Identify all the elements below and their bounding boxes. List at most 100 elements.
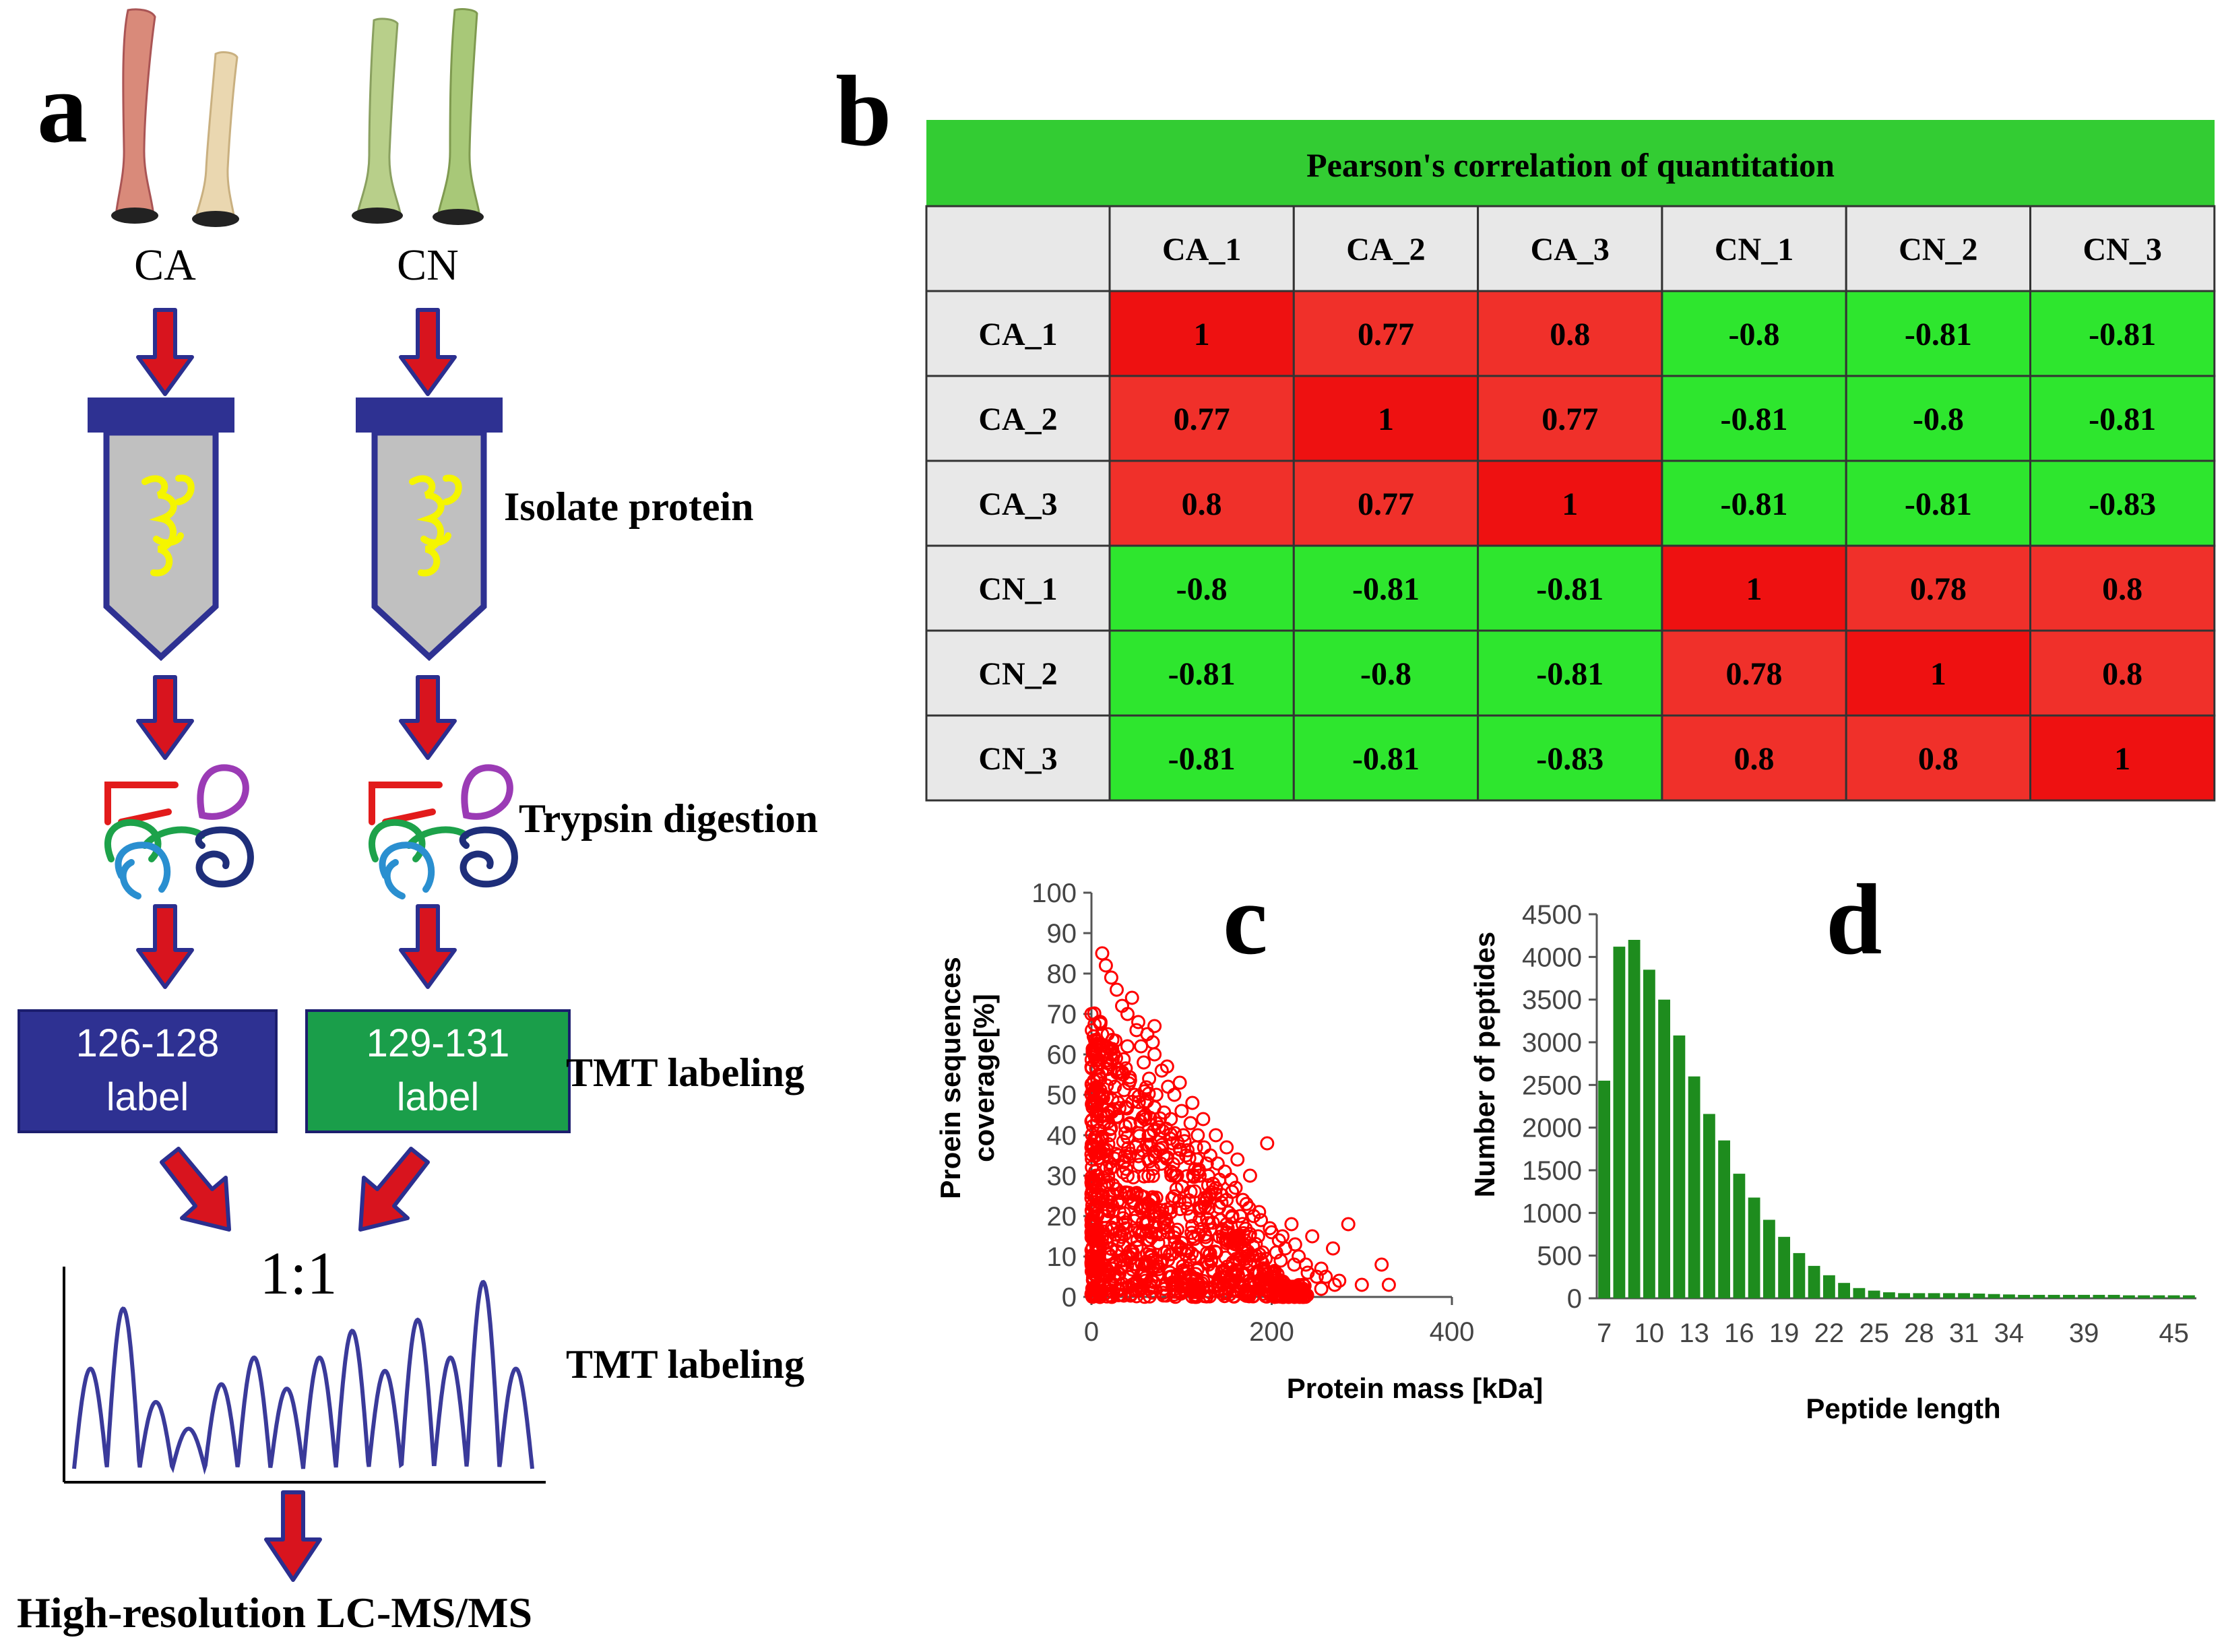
step-isolate-protein: Isolate protein	[504, 484, 754, 529]
scatter-point	[1210, 1277, 1225, 1292]
scatter-point	[1288, 1237, 1302, 1252]
table-row-header-cell	[925, 459, 1111, 547]
table-column-header: CA_3	[1531, 232, 1610, 267]
arrow-down-icon	[399, 308, 457, 396]
scatter-point	[1300, 1265, 1315, 1280]
bar	[1628, 940, 1641, 1298]
bar	[1988, 1294, 2000, 1298]
scatter-point	[1314, 1261, 1329, 1276]
bar-y-tick-label: 3000	[1522, 1028, 1582, 1058]
scatter-point	[1102, 1128, 1117, 1143]
scatter-point	[1089, 1209, 1104, 1224]
scatter-point	[1145, 1035, 1160, 1050]
scatter-point	[1110, 982, 1124, 997]
scatter-point	[1219, 1140, 1234, 1155]
scatter-point	[1332, 1273, 1347, 1288]
scatter-point	[1190, 1128, 1205, 1143]
scatter-point	[1118, 1221, 1133, 1236]
arrow-down-icon	[399, 904, 457, 989]
scatter-point	[1112, 1205, 1126, 1219]
scatter-point	[1140, 1213, 1155, 1228]
table-row-header: CA_3	[978, 486, 1057, 522]
scatter-point	[1097, 1108, 1112, 1122]
scatter-point	[1100, 1289, 1114, 1304]
table-cell	[1661, 629, 1847, 717]
scatter-point	[1193, 1168, 1207, 1183]
scatter-point	[1254, 1213, 1268, 1228]
scatter-point	[1176, 1128, 1190, 1143]
sample-cn-label: CN	[397, 241, 459, 290]
scatter-point	[1167, 1087, 1182, 1102]
scatter-ylabel-line2: coverage[%]	[968, 994, 1000, 1162]
table-cell	[1108, 629, 1295, 717]
scatter-point	[1246, 1253, 1261, 1268]
scatter-point	[1092, 1241, 1107, 1256]
tmt-label-ca-line1: 126-128	[76, 1021, 220, 1065]
scatter-point	[1156, 1281, 1171, 1296]
scatter-point	[1141, 1168, 1156, 1183]
arrow-diagonal-icon	[358, 1147, 430, 1232]
scatter-point	[1199, 1193, 1214, 1207]
bar-x-tick-label: 22	[1814, 1319, 1845, 1348]
table-cell	[1845, 629, 2031, 717]
scatter-point	[1126, 1187, 1141, 1202]
table-column-header: CN_1	[1715, 232, 1793, 267]
table-cell-value: -0.81	[1721, 486, 1788, 522]
scatter-point	[1174, 1241, 1189, 1256]
bar-x-tick-label: 16	[1724, 1319, 1754, 1348]
bar-x-tick-label: 34	[1994, 1319, 2025, 1348]
bar	[1928, 1293, 1940, 1298]
scatter-point	[1164, 1112, 1178, 1126]
scatter-point	[1225, 1184, 1240, 1199]
scatter-y-tick-label: 60	[1047, 1040, 1077, 1070]
scatter-point	[1170, 1222, 1184, 1237]
scatter-point	[1146, 1261, 1161, 1275]
table-cell	[1477, 290, 1663, 377]
scatter-point	[1326, 1241, 1340, 1256]
scatter-point	[1171, 1151, 1186, 1166]
table-cell	[1292, 544, 1480, 632]
bar	[1613, 947, 1626, 1298]
table-cell-value: 1	[1562, 486, 1578, 522]
table-cell-value: -0.8	[1729, 317, 1780, 352]
table-cell-value: -0.8	[1360, 656, 1411, 692]
scatter-point	[1199, 1156, 1214, 1171]
scatter-point	[1147, 1019, 1162, 1034]
scatter-point	[1137, 1055, 1151, 1070]
table-cell	[1477, 544, 1663, 632]
table-row-header: CA_2	[978, 402, 1057, 437]
scatter-point	[1161, 1079, 1176, 1094]
scatter-point	[1284, 1217, 1299, 1232]
scatter-point	[1269, 1245, 1283, 1260]
scatter-y-tick-label: 10	[1047, 1242, 1077, 1272]
scatter-point	[1131, 1015, 1145, 1029]
scatter-point	[1185, 1095, 1200, 1110]
tmt-label-box-cn	[305, 1009, 571, 1133]
scatter-point	[1159, 1059, 1174, 1074]
bar	[1823, 1275, 1835, 1298]
table-cell-value: 1	[2114, 741, 2130, 777]
table-cell	[1845, 544, 2031, 632]
scatter-point	[1174, 1104, 1189, 1118]
scatter-point	[1167, 1281, 1182, 1296]
scatter-point	[1275, 1229, 1290, 1244]
scatter-point	[1145, 1168, 1160, 1183]
scatter-point	[1196, 1273, 1211, 1288]
bar	[2018, 1294, 2030, 1298]
scatter-point	[1210, 1156, 1225, 1171]
scatter-point	[1184, 1226, 1199, 1240]
table-cell-value: 0.8	[1550, 317, 1590, 352]
bar	[2107, 1294, 2120, 1298]
tmt-label-cn-line2: label	[397, 1075, 480, 1119]
table-cell-value: -0.81	[1905, 317, 1972, 352]
table-title: Pearson's correlation of quantitation	[1306, 146, 1835, 184]
bar-y-tick-label: 2500	[1522, 1071, 1582, 1100]
bar	[1643, 970, 1655, 1298]
scatter-x-tick-label: 200	[1249, 1317, 1294, 1347]
scatter-point	[1196, 1112, 1211, 1126]
table-row-header: CN_2	[978, 656, 1057, 692]
table-cell-value: -0.83	[1536, 741, 1603, 777]
table-cell-value: 1	[1746, 571, 1762, 607]
scatter-point	[1085, 1042, 1100, 1056]
scatter-y-tick-label: 50	[1047, 1081, 1077, 1110]
